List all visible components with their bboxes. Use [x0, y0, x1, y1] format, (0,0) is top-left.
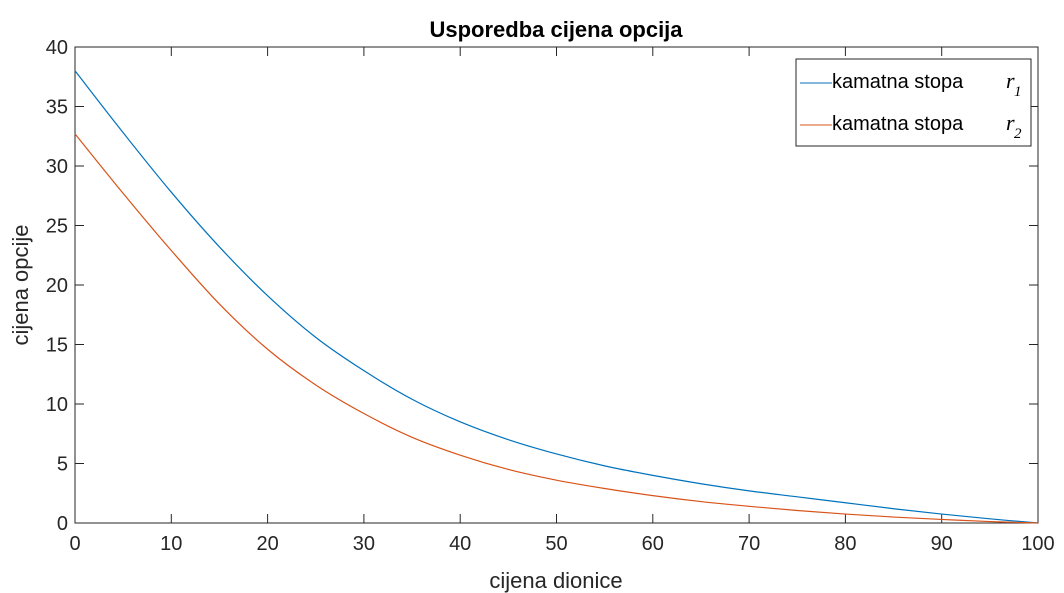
y-axis-label: cijena opcije: [8, 224, 33, 345]
x-tick-label: 50: [545, 533, 567, 555]
y-tick-label: 5: [57, 454, 68, 476]
series-line-r1: [74, 70, 1039, 524]
x-tick-label: 10: [160, 533, 182, 555]
series-lines: [74, 70, 1039, 524]
x-tick-label: 70: [738, 533, 760, 555]
legend: kamatna stopa r 1 kamatna stopa r 2: [795, 58, 1032, 147]
y-tick-label: 30: [46, 156, 68, 178]
legend-subscript-r2: 2: [1014, 126, 1022, 142]
y-tick-label: 40: [46, 37, 68, 59]
y-tick-label: 35: [46, 97, 68, 119]
series-line-r2: [74, 133, 1039, 524]
legend-symbol-r2: r: [1006, 110, 1015, 135]
y-tick-label: 20: [46, 275, 68, 297]
chart-title: Usporedba cijena opcija: [429, 17, 683, 42]
x-tick-label: 90: [931, 533, 953, 555]
x-tick-label: 60: [642, 533, 664, 555]
y-tick-label: 15: [46, 335, 68, 357]
x-axis-ticks: 0 10 20 30 40 50 60 70 80 90 100: [69, 47, 1055, 555]
y-tick-label: 25: [46, 216, 68, 238]
x-axis-label: cijena dionice: [489, 568, 622, 593]
y-tick-label: 10: [46, 394, 68, 416]
x-tick-label: 0: [69, 533, 80, 555]
x-tick-label: 80: [834, 533, 856, 555]
legend-label-r1: kamatna stopa: [832, 71, 964, 93]
x-tick-label: 100: [1021, 533, 1054, 555]
legend-subscript-r1: 1: [1014, 84, 1022, 100]
x-tick-label: 40: [449, 533, 471, 555]
y-axis-ticks: 0 5 10 15 20 25 30 35 40: [46, 37, 1038, 535]
legend-box: [795, 58, 1032, 147]
x-tick-label: 30: [353, 533, 375, 555]
x-tick-label: 20: [256, 533, 278, 555]
legend-symbol-r1: r: [1006, 68, 1015, 93]
legend-label-r2: kamatna stopa: [832, 113, 964, 135]
y-tick-label: 0: [57, 513, 68, 535]
